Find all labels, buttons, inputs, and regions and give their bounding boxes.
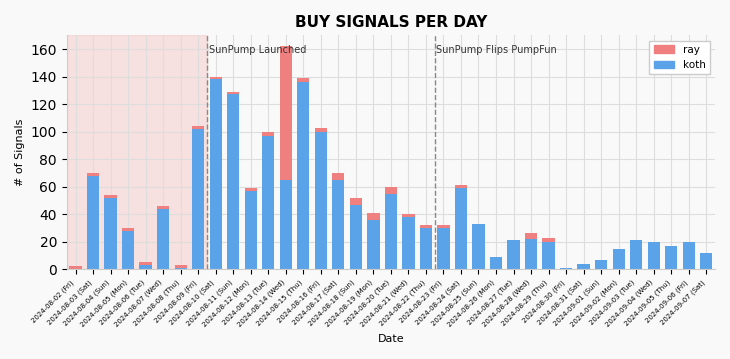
Bar bbox=[210, 79, 222, 269]
Bar bbox=[420, 228, 432, 269]
Bar bbox=[297, 78, 310, 82]
Bar bbox=[490, 257, 502, 269]
Bar bbox=[665, 246, 677, 269]
Bar bbox=[157, 206, 169, 209]
Bar bbox=[350, 198, 362, 205]
Bar bbox=[210, 76, 222, 79]
Bar bbox=[595, 260, 607, 269]
Bar bbox=[455, 188, 467, 269]
Bar bbox=[332, 180, 345, 269]
Bar bbox=[69, 266, 82, 269]
Bar bbox=[315, 127, 327, 132]
Bar bbox=[245, 188, 257, 191]
Bar bbox=[122, 228, 134, 231]
Bar bbox=[648, 242, 660, 269]
Bar bbox=[157, 209, 169, 269]
Bar bbox=[87, 173, 99, 176]
Bar bbox=[104, 198, 117, 269]
Bar bbox=[525, 233, 537, 239]
X-axis label: Date: Date bbox=[377, 334, 404, 344]
Bar bbox=[139, 265, 152, 269]
Text: SunPump Launched: SunPump Launched bbox=[209, 45, 306, 55]
Bar bbox=[542, 238, 555, 242]
Bar bbox=[192, 126, 204, 129]
Y-axis label: # of Signals: # of Signals bbox=[15, 118, 25, 186]
Bar bbox=[280, 46, 292, 180]
Bar bbox=[332, 173, 345, 180]
Bar bbox=[402, 217, 415, 269]
Text: SunPump Flips PumpFun: SunPump Flips PumpFun bbox=[437, 45, 557, 55]
Bar bbox=[367, 213, 380, 220]
Bar bbox=[612, 248, 625, 269]
Bar bbox=[700, 253, 712, 269]
Bar bbox=[227, 92, 239, 94]
Bar bbox=[297, 82, 310, 269]
Bar bbox=[139, 262, 152, 265]
Bar bbox=[367, 220, 380, 269]
Bar bbox=[560, 268, 572, 269]
Bar bbox=[577, 264, 590, 269]
Bar bbox=[87, 176, 99, 269]
Bar bbox=[122, 231, 134, 269]
Bar bbox=[315, 132, 327, 269]
Title: BUY SIGNALS PER DAY: BUY SIGNALS PER DAY bbox=[295, 15, 487, 30]
Bar bbox=[174, 265, 187, 268]
Bar bbox=[66, 35, 207, 269]
Bar bbox=[402, 214, 415, 217]
Bar bbox=[472, 224, 485, 269]
Bar bbox=[192, 129, 204, 269]
Bar bbox=[385, 194, 397, 269]
Bar bbox=[630, 240, 642, 269]
Bar bbox=[437, 225, 450, 228]
Bar bbox=[455, 185, 467, 188]
Bar bbox=[350, 205, 362, 269]
Bar bbox=[542, 242, 555, 269]
Bar bbox=[262, 136, 274, 269]
Bar bbox=[280, 180, 292, 269]
Bar bbox=[683, 242, 695, 269]
Bar bbox=[245, 191, 257, 269]
Bar bbox=[420, 225, 432, 228]
Bar bbox=[104, 195, 117, 198]
Bar bbox=[437, 228, 450, 269]
Bar bbox=[262, 132, 274, 136]
Bar bbox=[525, 239, 537, 269]
Bar bbox=[227, 94, 239, 269]
Bar bbox=[507, 240, 520, 269]
Bar bbox=[174, 268, 187, 269]
Legend: ray, koth: ray, koth bbox=[650, 41, 710, 74]
Bar bbox=[385, 187, 397, 194]
